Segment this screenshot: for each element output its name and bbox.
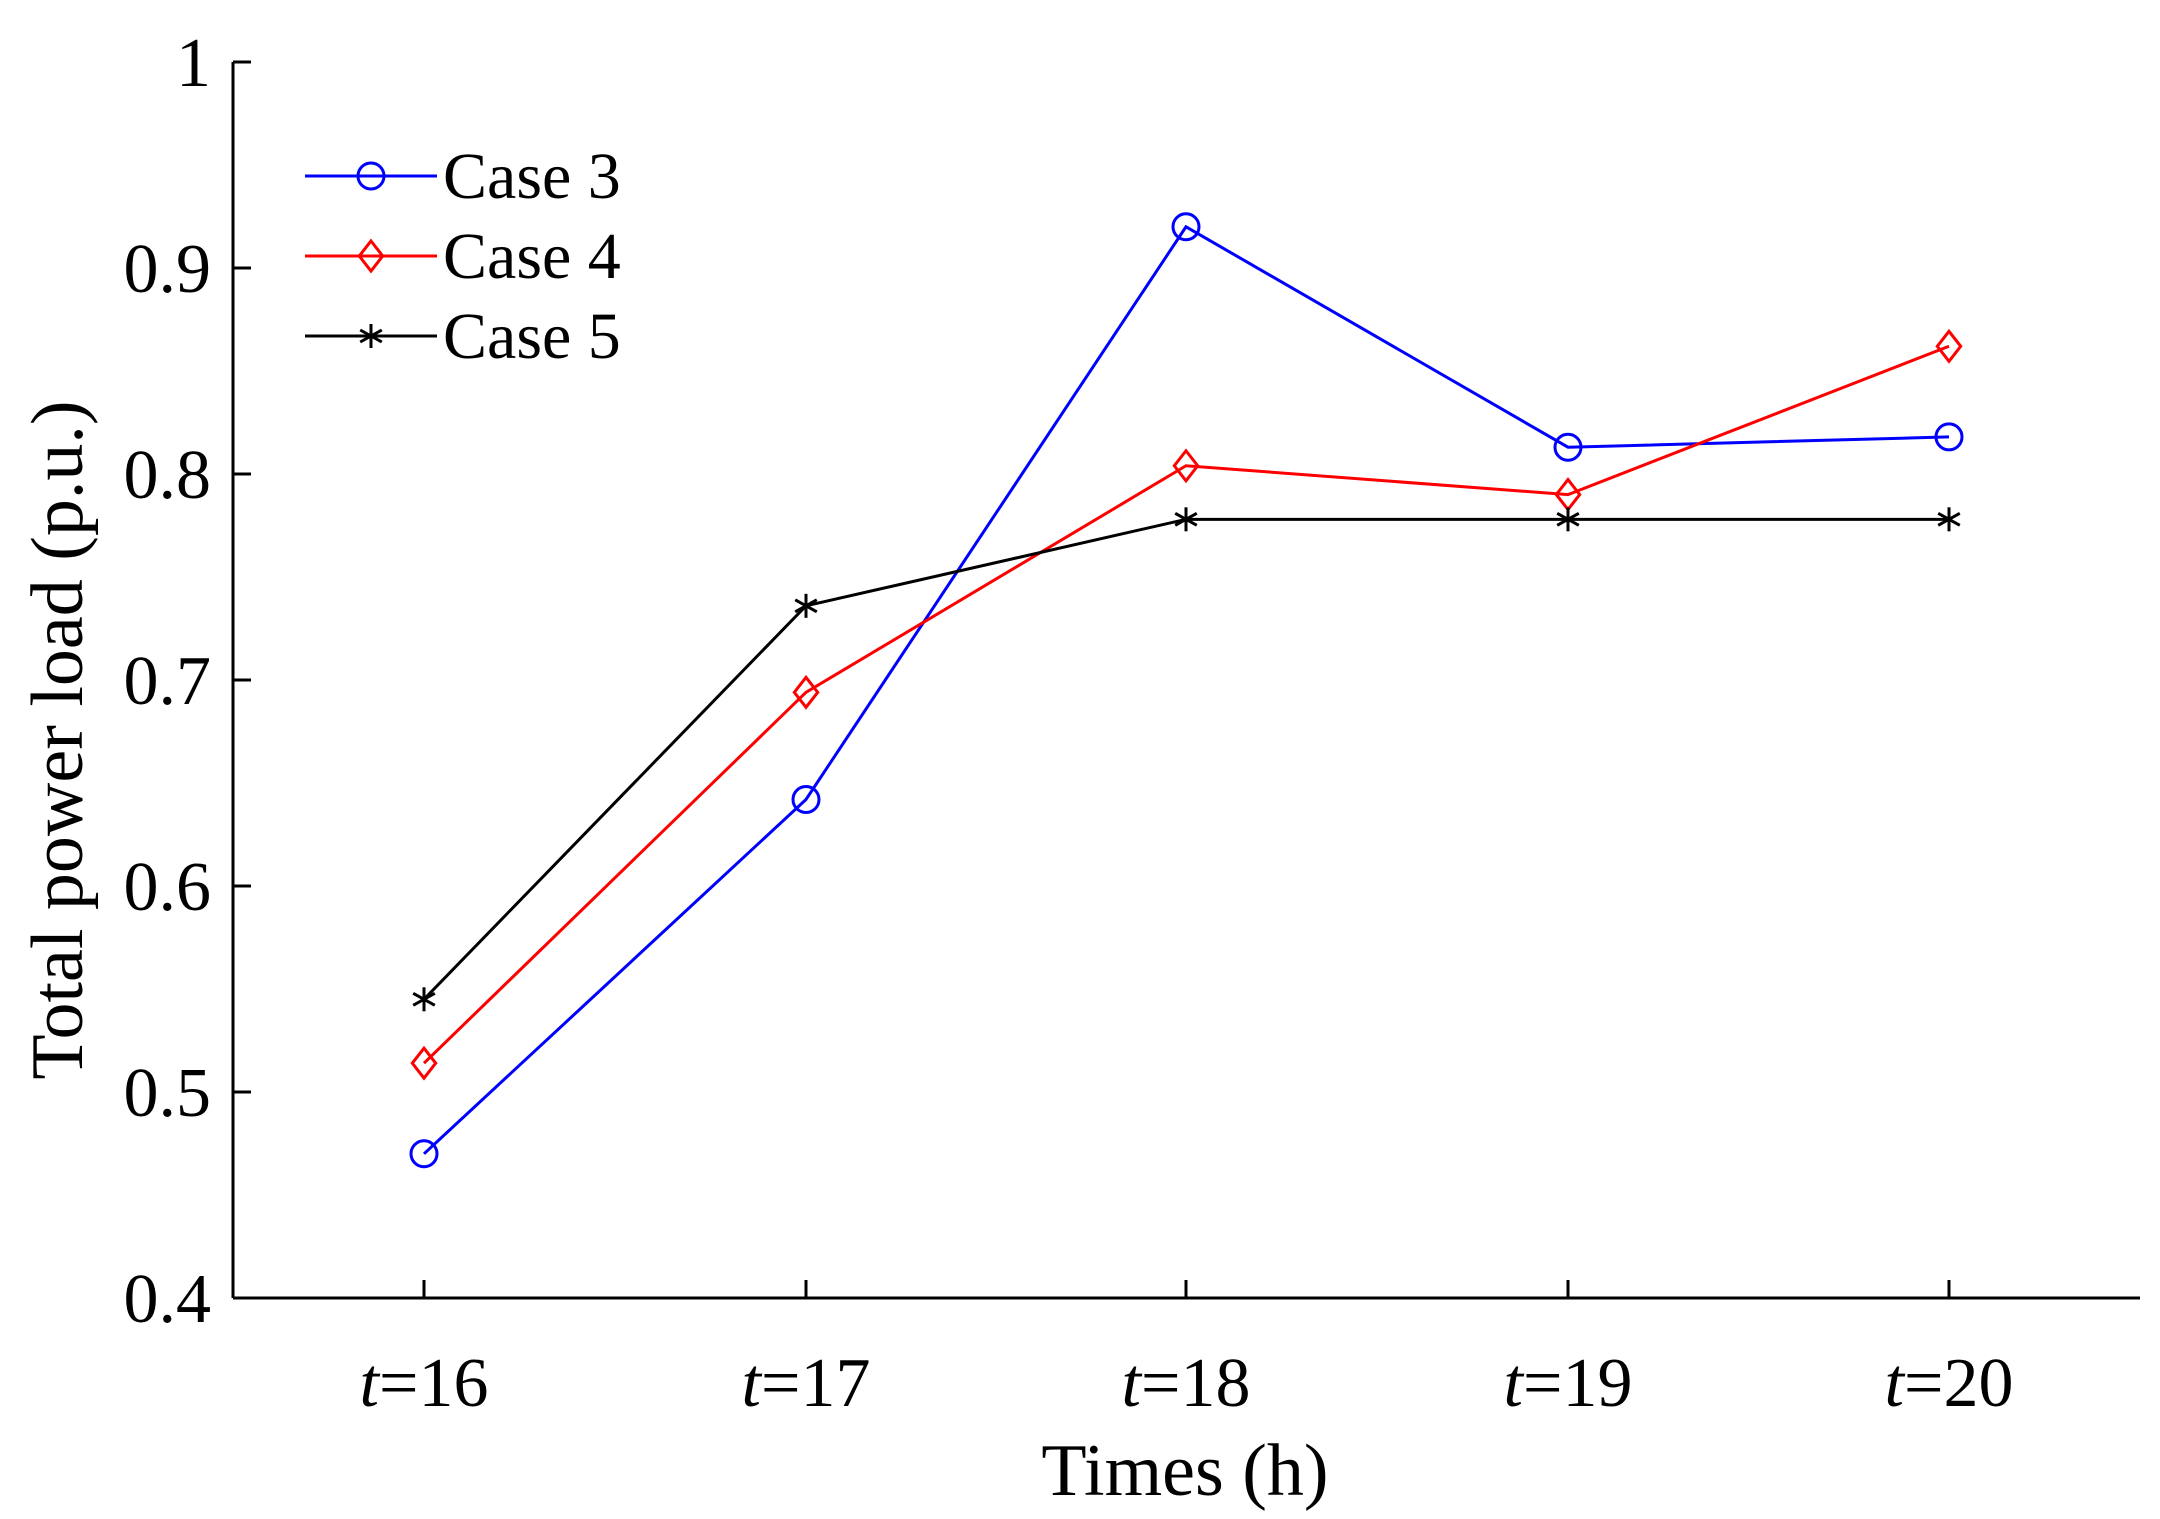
legend-label: Case 5 [443,300,621,373]
series-layer [409,212,1964,1169]
legend-item: Case 4 [305,220,621,293]
legend-label: Case 3 [443,140,621,213]
data-point [1171,212,1201,242]
data-point [1556,507,1580,532]
data-point [409,1139,439,1169]
x-tick-label-suffix: =18 [1141,1345,1250,1422]
data-point [410,1045,438,1081]
y-tick-label: 0.4 [124,1261,212,1338]
axes: 0.40.50.60.70.80.91t=16 t=17 t=18 t=19 t=20 [124,25,2140,1422]
series-case-4 [410,328,1963,1081]
data-point [1934,422,1964,452]
x-tick-label-prefix: t [1885,1345,1906,1422]
asterisk-stroke [1556,512,1580,527]
x-tick-label-prefix: t [742,1345,763,1422]
legend-marker [356,161,386,191]
asterisk-stroke [1174,512,1198,527]
x-tick-label-suffix: =16 [379,1345,488,1422]
y-tick-label: 0.9 [124,231,212,308]
series-line [422,517,1949,1001]
y-tick-label: 1 [176,25,211,102]
asterisk-stroke [1937,512,1961,527]
x-axis-label: Times (h) [1041,1430,1328,1512]
data-point [412,987,436,1012]
data-point [794,593,818,618]
series-case-5 [412,507,1961,1012]
series-line [422,344,1950,1065]
data-point [791,784,821,814]
y-tick-label: 0.5 [124,1055,212,1132]
x-tick-label: t=20 [1885,1345,2014,1422]
x-tick-label-suffix: =19 [1523,1345,1632,1422]
asterisk-stroke [359,328,383,344]
y-tick-label: 0.7 [124,643,212,720]
data-point [1935,328,1963,364]
x-tick-label-suffix: =17 [761,1345,870,1422]
data-point [1172,448,1200,484]
x-tick-label-suffix: =20 [1904,1345,2013,1422]
y-axis-label: Total power load (p.u.) [17,400,99,1079]
legend-marker [357,238,385,274]
legend-item: Case 5 [305,300,621,373]
data-point [1937,507,1961,532]
asterisk-stroke [794,598,818,614]
x-tick-label-prefix: t [1122,1345,1143,1422]
y-tick-label: 0.6 [124,849,212,926]
x-tick-label: t=19 [1504,1345,1633,1422]
data-point [1174,507,1198,532]
x-tick-label: t=16 [360,1345,489,1422]
legend-item: Case 3 [305,140,621,213]
x-tick-label: t=17 [742,1345,871,1422]
legend-marker [359,324,383,348]
legend-label: Case 4 [443,220,621,293]
data-point [792,674,820,710]
data-point [1553,432,1583,462]
x-tick-label: t=18 [1122,1345,1251,1422]
x-tick-label-prefix: t [360,1345,381,1422]
series-line [422,224,1950,1155]
asterisk-stroke [412,991,436,1007]
x-tick-label-prefix: t [1504,1345,1525,1422]
series-case-3 [409,212,1964,1169]
y-tick-label: 0.8 [124,437,212,514]
